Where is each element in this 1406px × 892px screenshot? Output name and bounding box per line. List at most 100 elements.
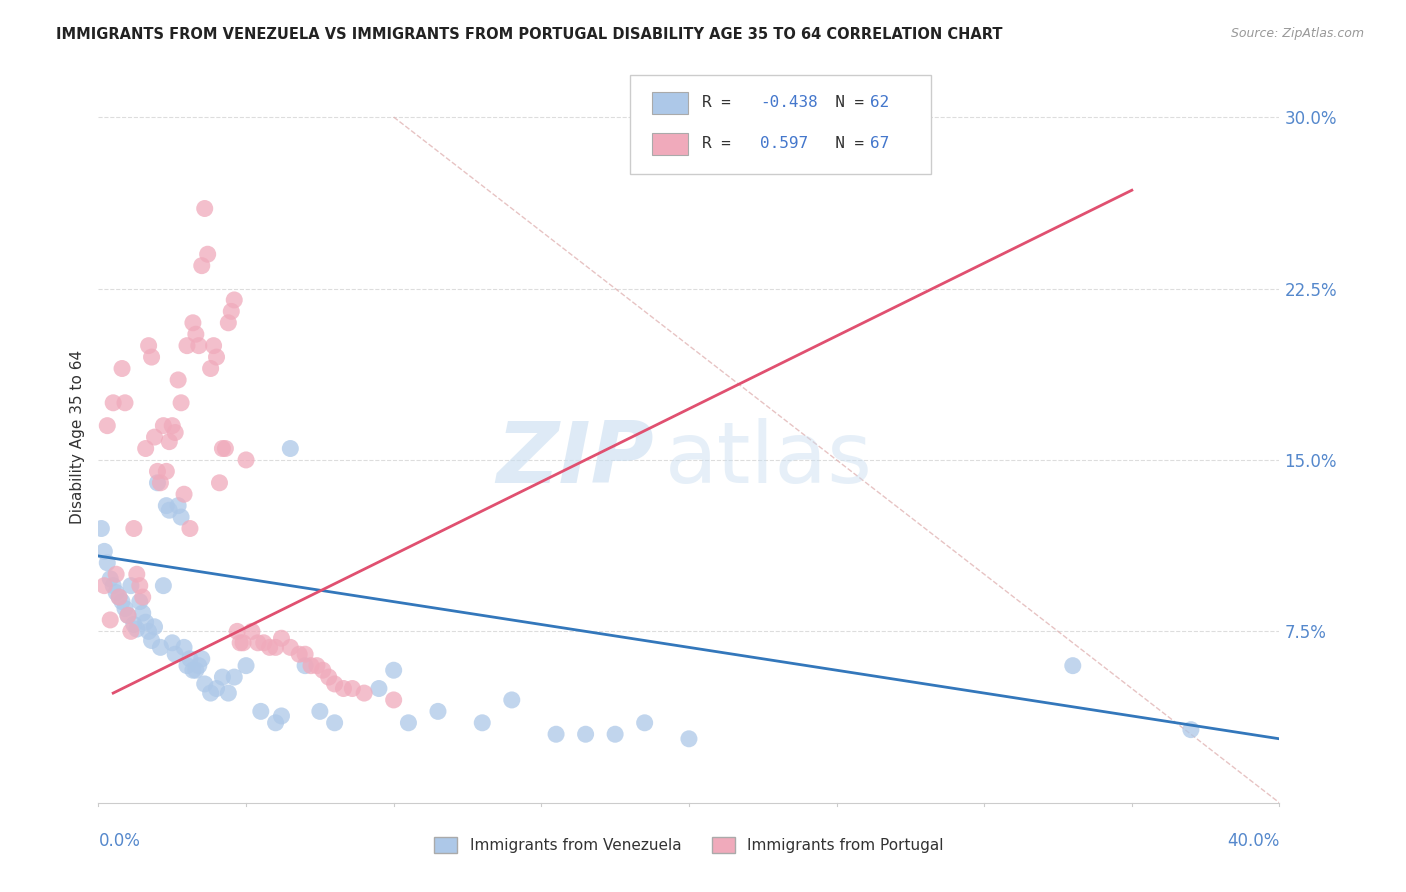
Point — [179, 652, 201, 666]
Point — [96, 418, 118, 433]
Point — [1180, 723, 1202, 737]
Text: 0.0%: 0.0% — [98, 832, 141, 850]
Point — [224, 293, 246, 307]
Point — [342, 681, 364, 696]
Point — [114, 396, 136, 410]
Point — [214, 442, 236, 456]
Point — [250, 705, 273, 719]
Point — [264, 640, 287, 655]
Point — [162, 418, 183, 433]
Point — [155, 464, 177, 478]
Point — [217, 316, 239, 330]
Point — [181, 316, 204, 330]
Point — [93, 544, 115, 558]
Point — [1062, 658, 1084, 673]
Point — [217, 686, 239, 700]
Point — [205, 350, 228, 364]
Point — [235, 658, 257, 673]
Point — [152, 418, 174, 433]
Point — [219, 304, 242, 318]
Point — [167, 373, 190, 387]
Text: 40.0%: 40.0% — [1227, 832, 1279, 850]
Point — [211, 442, 233, 456]
Point — [132, 606, 155, 620]
Point — [143, 620, 166, 634]
Point — [135, 615, 157, 630]
Point — [176, 658, 198, 673]
Point — [501, 693, 523, 707]
Text: 67: 67 — [870, 136, 889, 152]
Point — [184, 663, 207, 677]
Point — [235, 453, 257, 467]
Point — [382, 663, 405, 677]
Point — [678, 731, 700, 746]
Point — [138, 338, 160, 352]
Point — [125, 567, 148, 582]
Point — [173, 487, 195, 501]
Point — [382, 693, 405, 707]
Point — [165, 425, 187, 440]
Point — [117, 608, 139, 623]
Point — [120, 624, 142, 639]
Point — [157, 503, 180, 517]
Point — [170, 396, 193, 410]
Point — [135, 442, 157, 456]
Point — [179, 521, 201, 535]
Point — [170, 510, 193, 524]
Point — [162, 636, 183, 650]
Point — [128, 594, 150, 608]
Point — [353, 686, 375, 700]
Point — [105, 585, 128, 599]
Text: 0.597: 0.597 — [759, 136, 808, 152]
Point — [98, 572, 121, 586]
Point — [138, 624, 160, 639]
Point — [103, 579, 125, 593]
Point — [318, 670, 340, 684]
Point — [332, 681, 354, 696]
Point — [132, 590, 155, 604]
Text: IMMIGRANTS FROM VENEZUELA VS IMMIGRANTS FROM PORTUGAL DISABILITY AGE 35 TO 64 CO: IMMIGRANTS FROM VENEZUELA VS IMMIGRANTS … — [56, 27, 1002, 42]
Point — [114, 601, 136, 615]
Point — [111, 594, 134, 608]
Point — [305, 658, 328, 673]
Point — [270, 632, 292, 646]
Point — [187, 338, 209, 352]
Point — [259, 640, 281, 655]
Point — [205, 681, 228, 696]
Point — [278, 640, 302, 655]
Point — [105, 567, 128, 582]
Point — [165, 647, 187, 661]
Text: ZIP: ZIP — [496, 417, 654, 500]
Point — [240, 624, 263, 639]
Point — [122, 617, 145, 632]
Legend: Immigrants from Venezuela, Immigrants from Portugal: Immigrants from Venezuela, Immigrants fr… — [427, 830, 950, 861]
Point — [202, 338, 225, 352]
Text: Source: ZipAtlas.com: Source: ZipAtlas.com — [1230, 27, 1364, 40]
Text: atlas: atlas — [665, 417, 873, 500]
Point — [146, 475, 169, 490]
Point — [90, 521, 112, 535]
Text: N =: N = — [817, 136, 875, 152]
Point — [96, 556, 118, 570]
Point — [200, 361, 222, 376]
Point — [152, 579, 174, 593]
Point — [574, 727, 596, 741]
Point — [181, 663, 204, 677]
Point — [197, 247, 219, 261]
Point — [270, 709, 292, 723]
Point — [211, 670, 233, 684]
Point — [108, 590, 131, 604]
Point — [98, 613, 121, 627]
Point — [278, 442, 302, 456]
Text: R =: R = — [702, 136, 749, 152]
Point — [246, 636, 269, 650]
Point — [143, 430, 166, 444]
Point — [224, 670, 246, 684]
Point — [288, 647, 311, 661]
Point — [232, 636, 254, 650]
Point — [226, 624, 249, 639]
Point — [323, 715, 346, 730]
Point — [157, 434, 180, 449]
Point — [194, 202, 217, 216]
Point — [184, 327, 207, 342]
